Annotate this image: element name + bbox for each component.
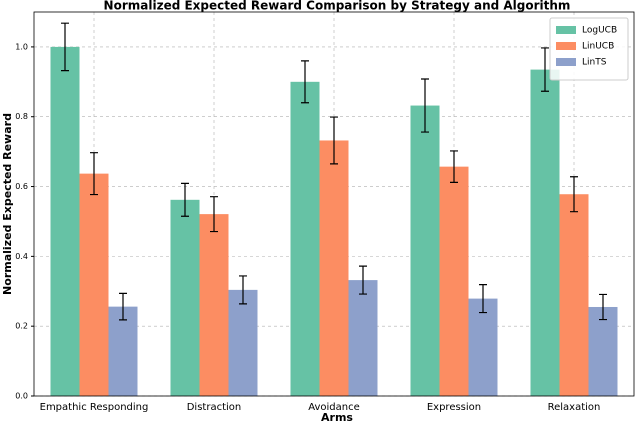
error-bar — [90, 152, 98, 196]
error-bar — [421, 78, 429, 133]
plot-frame — [33, 11, 635, 397]
y-tick-label: 0.8 — [15, 112, 28, 121]
error-bar — [359, 265, 367, 295]
chart-title: Normalized Expected Reward Comparison by… — [104, 0, 571, 13]
bar — [439, 166, 469, 396]
error-bar — [450, 150, 458, 183]
bar — [319, 140, 349, 396]
bar — [170, 199, 200, 396]
legend-label: LinTS — [582, 58, 607, 68]
y-tick-label: 0.0 — [15, 392, 28, 401]
legend-swatch — [556, 26, 576, 34]
error-bar — [181, 182, 189, 217]
y-tick-label: 1.0 — [15, 42, 28, 51]
bar — [468, 298, 498, 396]
bar — [588, 306, 618, 396]
bar — [199, 214, 229, 396]
bar — [290, 81, 320, 397]
bar — [50, 46, 80, 397]
error-bar — [479, 284, 487, 314]
y-axis-label: Normalized Expected Reward — [1, 113, 14, 295]
bar — [79, 173, 109, 396]
y-tick-label: 0.4 — [15, 252, 28, 261]
error-bar — [301, 60, 309, 104]
x-tick-label: Empathic Responding — [40, 402, 149, 413]
x-tick-label: Avoidance — [308, 402, 360, 413]
y-tick-label: 0.6 — [15, 182, 28, 191]
legend-swatch — [556, 42, 576, 50]
error-bar — [61, 22, 69, 72]
bar — [348, 280, 378, 396]
error-bar — [599, 293, 607, 321]
x-tick-label: Relaxation — [548, 402, 601, 413]
error-bar — [570, 176, 578, 213]
x-tick-label: Expression — [427, 402, 481, 413]
bar — [530, 69, 560, 396]
error-bar — [330, 116, 338, 165]
legend-label: LinUCB — [582, 42, 614, 52]
legend-label: LogUCB — [582, 26, 617, 36]
bar — [228, 289, 258, 396]
error-bar — [210, 196, 218, 233]
error-bar — [239, 275, 247, 305]
x-tick-label: Distraction — [187, 402, 242, 413]
bar — [108, 306, 138, 396]
x-axis-label: Arms — [321, 411, 353, 423]
bar — [410, 105, 440, 396]
error-bar — [541, 47, 549, 92]
bar — [559, 194, 589, 396]
y-tick-label: 0.2 — [15, 322, 28, 331]
legend-swatch — [556, 58, 576, 66]
error-bar — [119, 292, 127, 321]
